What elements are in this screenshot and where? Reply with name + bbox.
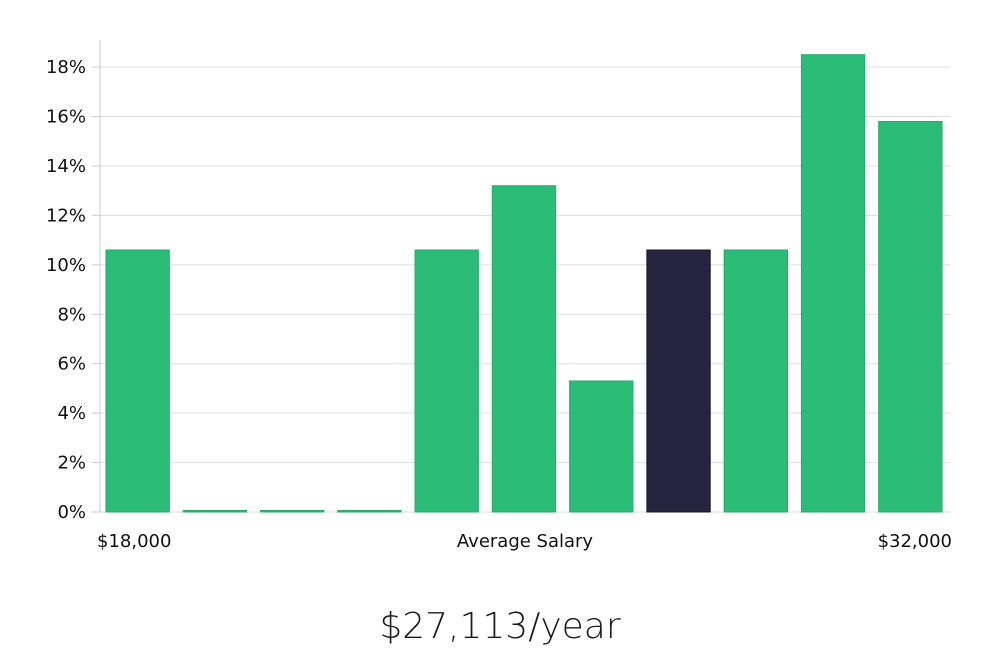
bar [337,510,402,513]
bar-highlighted [646,249,711,513]
bar [260,510,325,513]
x-axis-max-label: $32,000 [878,531,952,552]
bar [491,185,557,513]
y-tick-label: 12% [46,205,86,226]
bars [105,54,943,513]
y-tick-label: 4% [57,403,86,424]
y-tick-label: 8% [57,304,86,325]
bar [182,510,248,513]
salary-histogram: 0% 2% 4% 6% 8% 10% 12% 14% 16% 18% $18,000 Averag… [46,40,952,552]
y-tick-label: 18% [46,57,86,78]
bar [569,380,634,513]
bar [105,249,170,513]
y-axis-ticks: 0% 2% 4% 6% 8% 10% 12% 14% 16% 18% [46,57,100,523]
x-axis-min-label: $18,000 [97,531,171,552]
x-axis-title: Average Salary [457,531,594,552]
y-tick-label: 0% [57,502,86,523]
y-tick-label: 10% [46,255,86,276]
y-tick-label: 16% [46,107,86,128]
bar [723,249,788,513]
y-tick-label: 2% [57,453,86,474]
bar [878,120,943,513]
bar [414,249,479,513]
y-tick-label: 6% [57,354,86,375]
average-salary-value: $27,113/year [379,606,621,647]
bar [800,54,866,513]
y-tick-label: 14% [46,156,86,177]
